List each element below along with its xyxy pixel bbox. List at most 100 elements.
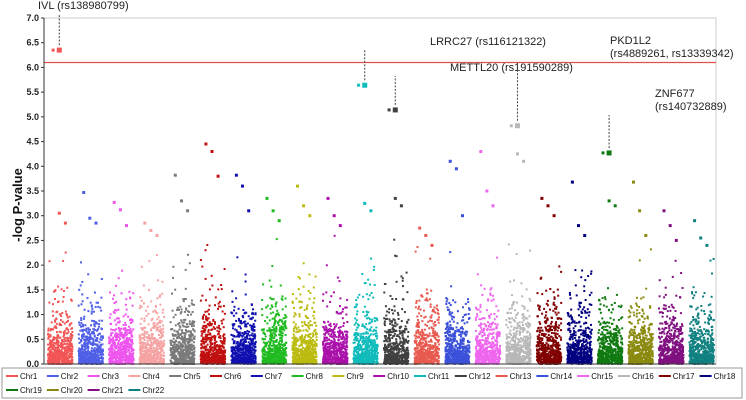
- snp-point: [128, 358, 131, 361]
- snp-point: [179, 352, 182, 355]
- snp-point: [202, 315, 204, 318]
- snp-point: [275, 334, 277, 337]
- top-snp-point: [210, 150, 214, 153]
- snp-point: [315, 344, 318, 347]
- snp-point: [129, 338, 132, 341]
- snp-point: [93, 332, 95, 335]
- snp-point: [237, 333, 240, 336]
- snp-point: [292, 341, 295, 344]
- snp-point: [47, 329, 50, 332]
- snp-point: [116, 334, 119, 337]
- snp-point: [200, 362, 203, 364]
- snp-point: [153, 326, 156, 329]
- snp-point: [190, 361, 193, 364]
- snp-point: [114, 309, 116, 312]
- snp-point: [156, 355, 159, 357]
- snp-point: [215, 340, 218, 343]
- snp-point: [145, 343, 148, 346]
- snp-point: [248, 352, 251, 355]
- snp-point: [254, 342, 257, 345]
- snp-point: [221, 344, 224, 347]
- snp-point: [67, 328, 70, 331]
- snp-point: [84, 340, 87, 343]
- snp-point: [218, 336, 220, 339]
- snp-point: [237, 325, 240, 328]
- snp-point: [158, 334, 160, 336]
- snp-point: [203, 313, 205, 316]
- snp-point: [251, 312, 254, 315]
- snp-point: [155, 254, 158, 257]
- snp-point: [268, 345, 271, 348]
- snp-point: [212, 358, 215, 361]
- snp-point: [308, 356, 311, 359]
- snp-point: [116, 332, 119, 335]
- snp-point: [69, 341, 72, 344]
- snp-point: [280, 325, 283, 328]
- snp-point: [121, 335, 124, 338]
- snp-point: [242, 349, 245, 352]
- snp-point: [143, 342, 146, 345]
- snp-point: [184, 268, 187, 271]
- snp-point: [50, 361, 53, 363]
- snp-point: [201, 352, 204, 355]
- snp-point: [269, 331, 272, 333]
- snp-point: [201, 294, 204, 297]
- snp-point: [162, 308, 165, 311]
- snp-point: [115, 332, 118, 335]
- snp-point: [179, 326, 182, 329]
- snp-point: [209, 346, 212, 348]
- snp-point: [172, 346, 175, 349]
- snp-point: [299, 277, 301, 280]
- snp-point: [141, 333, 144, 336]
- snp-point: [158, 337, 161, 340]
- snp-point: [219, 337, 222, 340]
- snp-point: [269, 307, 272, 310]
- snp-point: [120, 292, 123, 295]
- snp-point: [192, 353, 195, 356]
- snp-point: [213, 355, 215, 358]
- snp-point: [309, 292, 312, 294]
- snp-point: [111, 338, 114, 341]
- snp-point: [55, 356, 58, 359]
- snp-point: [145, 314, 148, 317]
- snp-point: [208, 304, 211, 307]
- snp-point: [203, 346, 206, 349]
- snp-point: [301, 324, 304, 327]
- top-snp-point: [296, 184, 299, 188]
- snp-point: [97, 327, 100, 330]
- snp-point: [214, 296, 217, 299]
- snp-point: [83, 359, 85, 362]
- snp-point: [206, 244, 209, 246]
- snp-point: [205, 357, 208, 360]
- snp-point: [201, 357, 204, 360]
- snp-point: [231, 352, 234, 355]
- snp-point: [242, 321, 245, 324]
- snp-point: [87, 337, 90, 340]
- snp-point: [203, 357, 206, 360]
- snp-point: [200, 334, 203, 337]
- snp-point: [301, 336, 304, 339]
- snp-point: [80, 356, 83, 359]
- snp-point: [169, 347, 172, 350]
- snp-point: [254, 312, 257, 315]
- snp-point: [210, 328, 213, 331]
- snp-point: [252, 353, 255, 356]
- snp-point: [261, 314, 264, 317]
- snp-point: [263, 350, 266, 352]
- snp-point: [174, 313, 177, 316]
- snp-point: [116, 351, 119, 354]
- snp-point: [87, 310, 90, 313]
- snp-point: [58, 354, 61, 357]
- snp-point: [253, 351, 256, 354]
- snp-point: [265, 360, 268, 363]
- snp-point: [82, 317, 85, 320]
- snp-point: [179, 312, 182, 315]
- snp-point: [232, 324, 235, 327]
- snp-point: [138, 361, 141, 364]
- snp-point: [120, 358, 123, 361]
- snp-point: [144, 360, 147, 363]
- snp-point: [207, 328, 210, 331]
- snp-point: [205, 345, 208, 348]
- snp-point: [152, 352, 155, 355]
- snp-point: [222, 345, 225, 348]
